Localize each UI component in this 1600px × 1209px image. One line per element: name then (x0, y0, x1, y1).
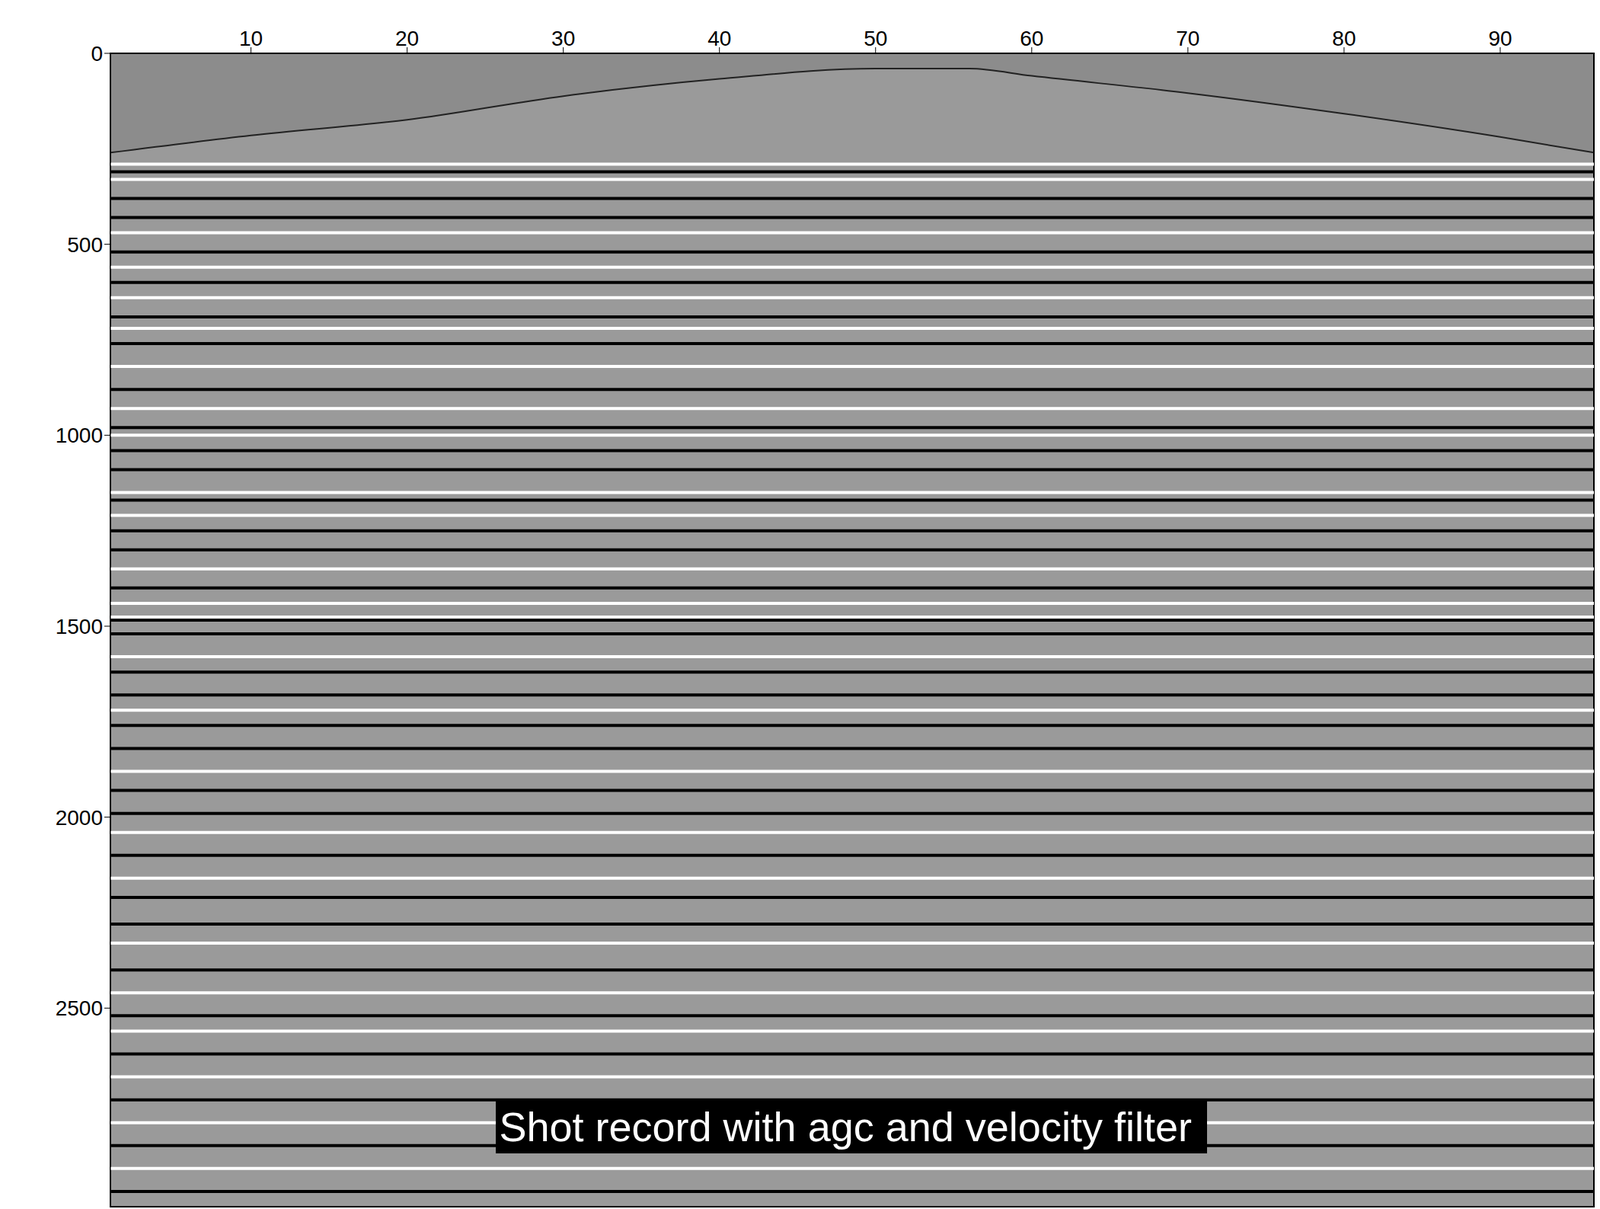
svg-text:2000: 2000 (55, 805, 103, 830)
svg-text:80: 80 (1331, 26, 1356, 51)
svg-text:60: 60 (1019, 26, 1044, 51)
svg-text:500: 500 (67, 233, 103, 257)
svg-text:20: 20 (395, 26, 419, 51)
svg-text:50: 50 (863, 26, 888, 51)
svg-text:70: 70 (1175, 26, 1200, 51)
svg-text:0: 0 (90, 41, 103, 66)
svg-text:30: 30 (551, 26, 575, 51)
svg-text:40: 40 (707, 26, 732, 51)
svg-text:10: 10 (239, 26, 263, 51)
svg-text:90: 90 (1488, 26, 1512, 51)
svg-text:1500: 1500 (55, 614, 103, 639)
svg-text:2500: 2500 (55, 996, 103, 1020)
html-text:Shot record with agc and veloc: Shot record with agc and velocity filter (499, 1103, 1192, 1150)
svg-text:1000: 1000 (55, 423, 103, 448)
